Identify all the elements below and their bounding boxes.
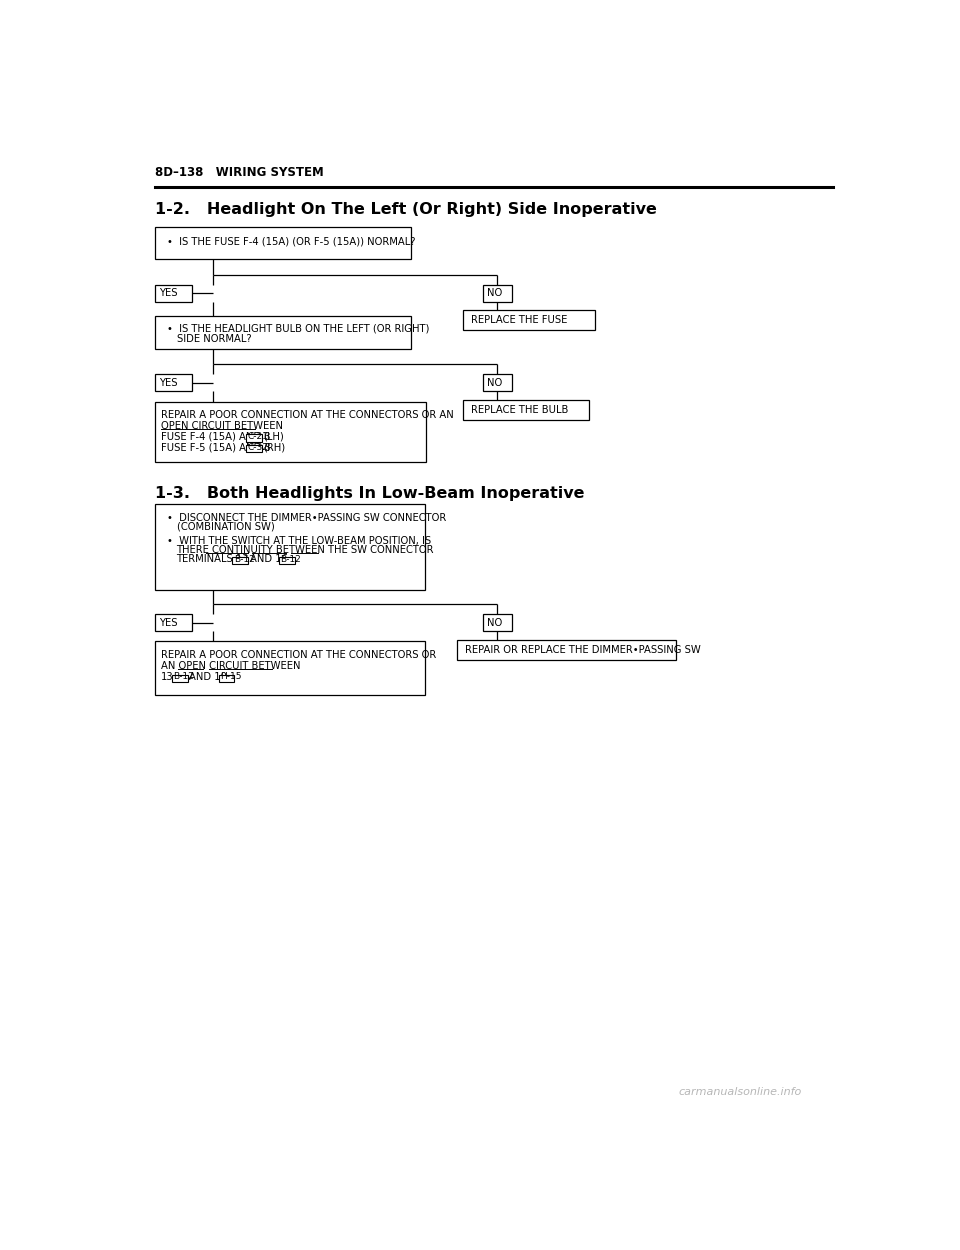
Text: SIDE NORMAL?: SIDE NORMAL? bbox=[177, 334, 252, 344]
Text: YES: YES bbox=[159, 618, 178, 628]
Text: YES: YES bbox=[159, 378, 178, 388]
Bar bbox=[155, 285, 192, 301]
Text: 1-2.   Headlight On The Left (Or Right) Side Inoperative: 1-2. Headlight On The Left (Or Right) Si… bbox=[155, 202, 657, 217]
Bar bbox=[464, 310, 595, 330]
Text: B-12: B-12 bbox=[234, 555, 254, 564]
Text: B-12: B-12 bbox=[174, 672, 194, 681]
Text: REPAIR A POOR CONNECTION AT THE CONNECTORS OR: REPAIR A POOR CONNECTION AT THE CONNECTO… bbox=[161, 650, 437, 660]
Text: 8D–138   WIRING SYSTEM: 8D–138 WIRING SYSTEM bbox=[155, 166, 324, 179]
Text: carmanualsonline.info: carmanualsonline.info bbox=[678, 1088, 802, 1098]
Text: AND 10: AND 10 bbox=[189, 672, 227, 682]
Text: C-21: C-21 bbox=[248, 432, 269, 441]
Bar bbox=[155, 641, 424, 695]
Text: (COMBINATION SW): (COMBINATION SW) bbox=[177, 522, 275, 532]
Text: H-15: H-15 bbox=[220, 672, 242, 681]
Bar bbox=[172, 675, 187, 681]
Text: REPLACE THE FUSE: REPLACE THE FUSE bbox=[471, 315, 567, 325]
Text: OPEN CIRCUIT BETWEEN: OPEN CIRCUIT BETWEEN bbox=[161, 421, 283, 431]
Text: (LH): (LH) bbox=[263, 431, 284, 441]
Text: YES: YES bbox=[159, 289, 178, 299]
Bar bbox=[483, 285, 512, 301]
Text: B-12: B-12 bbox=[280, 555, 301, 564]
Text: THERE CONTINUITY BETWEEN THE SW CONNECTOR: THERE CONTINUITY BETWEEN THE SW CONNECTO… bbox=[177, 545, 434, 555]
Bar bbox=[279, 558, 295, 564]
Text: 13: 13 bbox=[161, 672, 174, 682]
Text: REPAIR A POOR CONNECTION AT THE CONNECTORS OR AN: REPAIR A POOR CONNECTION AT THE CONNECTO… bbox=[161, 410, 454, 420]
Bar bbox=[247, 435, 262, 441]
Text: •  DISCONNECT THE DIMMER•PASSING SW CONNECTOR: • DISCONNECT THE DIMMER•PASSING SW CONNE… bbox=[167, 512, 446, 522]
Text: •  IS THE HEADLIGHT BULB ON THE LEFT (OR RIGHT): • IS THE HEADLIGHT BULB ON THE LEFT (OR … bbox=[167, 324, 430, 334]
Bar bbox=[232, 558, 248, 564]
Text: REPAIR OR REPLACE THE DIMMER•PASSING SW: REPAIR OR REPLACE THE DIMMER•PASSING SW bbox=[465, 645, 701, 655]
Bar bbox=[483, 374, 512, 391]
Bar bbox=[155, 228, 411, 259]
Bar bbox=[464, 400, 588, 420]
Bar bbox=[219, 675, 234, 681]
Bar bbox=[155, 315, 411, 350]
Bar bbox=[155, 504, 424, 590]
Bar bbox=[483, 614, 512, 631]
Text: TERMINALS 13: TERMINALS 13 bbox=[177, 554, 249, 564]
Bar bbox=[155, 374, 192, 391]
Bar bbox=[155, 614, 192, 631]
Text: •  IS THE FUSE F-4 (15A) (OR F-5 (15A)) NORMAL?: • IS THE FUSE F-4 (15A) (OR F-5 (15A)) N… bbox=[167, 236, 416, 246]
Text: AND 16: AND 16 bbox=[250, 554, 287, 564]
Bar bbox=[457, 640, 676, 660]
Text: C-32: C-32 bbox=[248, 442, 269, 452]
Text: FUSE F-4 (15A) AND 3: FUSE F-4 (15A) AND 3 bbox=[161, 431, 271, 441]
Text: AN OPEN CIRCUIT BETWEEN: AN OPEN CIRCUIT BETWEEN bbox=[161, 660, 300, 670]
Bar bbox=[247, 445, 262, 452]
Text: NO: NO bbox=[488, 289, 503, 299]
Text: REPLACE THE BULB: REPLACE THE BULB bbox=[471, 405, 568, 415]
Text: (RH): (RH) bbox=[263, 442, 285, 452]
Text: •  WITH THE SWITCH AT THE LOW-BEAM POSITION, IS: • WITH THE SWITCH AT THE LOW-BEAM POSITI… bbox=[167, 536, 431, 546]
Text: 1-3.   Both Headlights In Low-Beam Inoperative: 1-3. Both Headlights In Low-Beam Inopera… bbox=[155, 486, 585, 501]
Text: NO: NO bbox=[488, 618, 503, 628]
Text: FUSE F-5 (15A) AND 3: FUSE F-5 (15A) AND 3 bbox=[161, 442, 271, 452]
Text: NO: NO bbox=[488, 378, 503, 388]
Bar bbox=[155, 401, 426, 461]
